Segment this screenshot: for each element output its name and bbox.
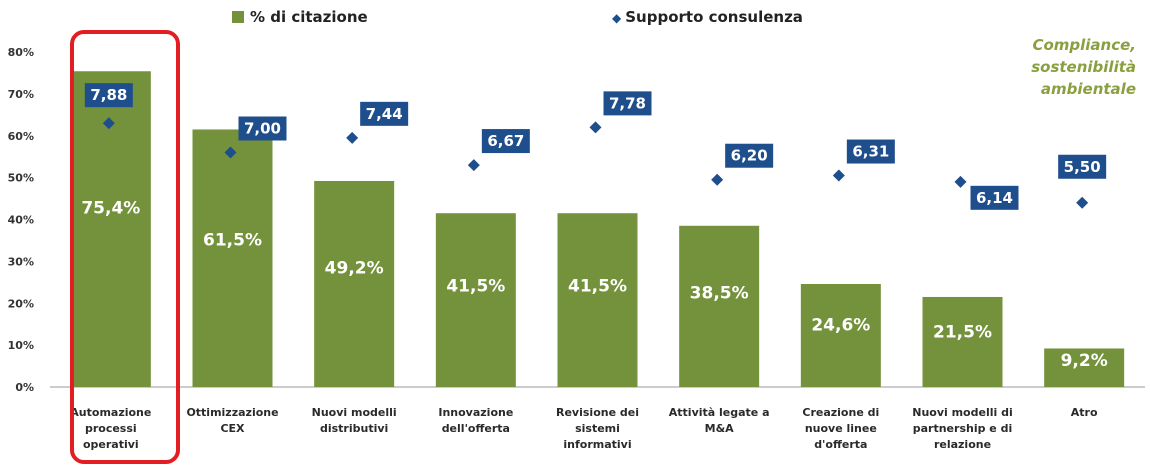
y-tick-label: 50% (8, 172, 34, 185)
category-label-line: distributivi (319, 422, 389, 435)
bar (192, 129, 273, 387)
marker-point (224, 146, 237, 159)
bar (679, 225, 760, 387)
marker-label-box (1058, 154, 1107, 179)
category-label: Ottimizzazione CEX (177, 405, 289, 437)
marker-label-box (603, 91, 652, 116)
marker-label-box (725, 143, 774, 168)
bar-value-label: 49,2% (325, 259, 384, 279)
marker-label-box (238, 116, 287, 141)
bar-value-label: 41,5% (446, 276, 505, 296)
category-label: Attività legate a M&A (663, 405, 775, 437)
marker-point (832, 169, 845, 182)
bar-value-label: 38,5% (690, 283, 749, 303)
category-label-line: Automazione (70, 406, 152, 419)
category-label: Revisione dei sistemi informativi (542, 405, 654, 453)
y-tick-label: 10% (8, 339, 34, 352)
category-label: Innovazione dell'offerta (420, 405, 532, 437)
category-label-line: relazione (933, 438, 992, 451)
bar (1044, 348, 1125, 387)
category-label-line: Attività legate a (668, 406, 770, 419)
category-label-line: sistemi (575, 422, 620, 435)
marker-value-label: 6,14 (976, 189, 1013, 207)
category-label: Nuovi modelli distributivi (298, 405, 410, 437)
marker-value-label: 7,44 (366, 105, 403, 123)
marker-point (589, 121, 602, 134)
category-label-line: Creazione di (802, 406, 880, 419)
y-tick-label: 40% (8, 214, 34, 227)
legend-marker-series: ◆ Supporto consulenza (612, 8, 803, 26)
category-label-line: processi (84, 422, 137, 435)
marker-value-label: 5,50 (1064, 158, 1101, 176)
marker-label-box (84, 83, 133, 108)
legend-bar-swatch (232, 11, 244, 23)
y-tick-label: 60% (8, 130, 34, 143)
category-label-line: Revisione dei (556, 406, 639, 419)
category-label-line: Nuovi modelli di (912, 406, 1013, 419)
marker-value-label: 7,78 (609, 94, 646, 112)
y-tick-label: 80% (8, 46, 34, 59)
category-label-line: partnership e di (912, 422, 1013, 435)
bar (435, 213, 516, 387)
bar-value-label: 21,5% (933, 322, 992, 342)
category-label: Automazione processi operativi (55, 405, 167, 453)
marker-point (711, 173, 724, 186)
marker-point (346, 131, 359, 144)
category-label: Creazione di nuove linee d'offerta (785, 405, 897, 453)
marker-point (1076, 196, 1089, 209)
category-label-line: Atro (1070, 406, 1098, 419)
marker-label-box (360, 101, 409, 126)
bar (922, 296, 1003, 387)
category-label-line: M&A (704, 422, 734, 435)
y-tick-label: 0% (15, 381, 34, 394)
marker-label-box (970, 185, 1019, 210)
marker-point (102, 117, 115, 130)
marker-point (954, 175, 967, 188)
bar-value-label: 75,4% (81, 198, 140, 218)
marker-value-label: 7,00 (244, 120, 281, 138)
annotation-note: Compliance, sostenibilità ambientale (1031, 36, 1136, 98)
bar (800, 283, 881, 387)
category-label: Nuovi modelli di partnership e di relazion… (907, 405, 1019, 453)
marker-value-label: 7,88 (90, 86, 127, 104)
marker-point (467, 159, 480, 172)
category-label-line: d'offerta (814, 438, 868, 451)
highlight-box (70, 30, 180, 464)
marker-label-box (846, 139, 895, 164)
category-label-line: Innovazione (438, 406, 514, 419)
y-tick-label: 30% (8, 255, 34, 268)
category-label-line: CEX (220, 422, 245, 435)
legend-diamond-icon: ◆ (612, 11, 622, 25)
bar-value-label: 24,6% (811, 315, 870, 335)
marker-value-label: 6,31 (852, 143, 889, 161)
bar-value-label: 9,2% (1061, 351, 1108, 371)
y-tick-label: 20% (8, 297, 34, 310)
marker-value-label: 6,20 (731, 147, 768, 165)
category-label: Atro (1028, 405, 1140, 421)
legend-bar-series: % di citazione (232, 8, 368, 26)
category-label-line: informativi (563, 438, 632, 451)
bar (314, 180, 395, 387)
marker-value-label: 6,67 (487, 132, 524, 150)
category-label-line: operativi (82, 438, 139, 451)
y-tick-label: 70% (8, 88, 34, 101)
marker-label-box (481, 129, 530, 154)
bar-value-label: 41,5% (568, 276, 627, 296)
category-label-line: Ottimizzazione (186, 406, 279, 419)
category-label-line: dell'offerta (441, 422, 510, 435)
category-label-line: Nuovi modelli (311, 406, 397, 419)
bar (557, 213, 638, 387)
category-label-line: nuove linee (804, 422, 877, 435)
bar-value-label: 61,5% (203, 230, 262, 250)
